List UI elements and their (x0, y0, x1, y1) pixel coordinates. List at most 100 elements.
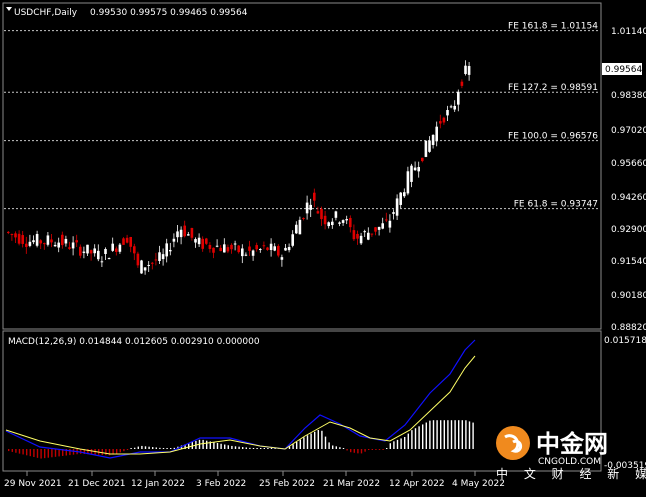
fib-label: FE 61.8 = 0.93747 (514, 200, 598, 210)
date-tick: 25 Feb 2022 (259, 479, 315, 489)
macd-hist-bar (324, 436, 327, 449)
candle-body (25, 243, 28, 247)
candle-body (457, 91, 460, 105)
candle-body (269, 243, 273, 251)
candle-body (277, 245, 280, 256)
candle-body (205, 238, 208, 244)
candle-body (183, 225, 186, 237)
candle-body (187, 234, 190, 236)
candle-body (392, 212, 395, 214)
candle-body (179, 229, 183, 238)
candle-body (421, 157, 424, 162)
candle-body (244, 254, 248, 256)
candle-body (313, 192, 316, 201)
candle-body (75, 240, 78, 243)
macd-hist-bar (83, 449, 85, 454)
logo-swirl-icon (504, 434, 523, 453)
candle-body (125, 237, 129, 243)
macd-hist-bar (245, 447, 247, 449)
macd-hist-bar (425, 422, 427, 449)
macd-hist-bar (321, 430, 323, 449)
macd-hist-bar (227, 445, 229, 449)
macd-hist-bar (130, 448, 132, 449)
macd-hist-bar (216, 442, 219, 449)
macd-hist-bar (263, 448, 265, 449)
candle-body (208, 244, 212, 249)
date-axis: 29 Nov 2021 21 Dec 2021 12 Jan 2022 3 Fe… (4, 471, 505, 489)
candle-body (122, 238, 125, 245)
candle-body (133, 246, 136, 254)
candle-body (86, 244, 89, 254)
date-tick: 21 Dec 2021 (68, 479, 126, 489)
candle-body (118, 244, 122, 252)
macd-hist-bar (40, 449, 42, 459)
macd-hist-bar (173, 447, 175, 449)
candle-body (233, 243, 237, 245)
candle-body (100, 261, 104, 263)
price-axis: 1.01140 0.98380 0.97020 0.95660 0.94260 … (611, 27, 646, 333)
candle-body (248, 246, 251, 251)
candle-body (316, 211, 320, 214)
price-tick: 0.97020 (611, 126, 646, 136)
candle-body (61, 234, 64, 246)
logo-brand-text: 中金网 (536, 430, 608, 458)
macd-hist-bar (396, 439, 399, 449)
candle-body (21, 235, 24, 244)
date-tick: 12 Jan 2022 (131, 479, 185, 489)
macd-hist-bar (357, 449, 359, 454)
macd-hist-bar (432, 420, 435, 449)
macd-hist-bar (126, 449, 129, 451)
fib-label: FE 161.8 = 1.01154 (508, 22, 598, 32)
candle-body (266, 247, 269, 250)
macd-hist-bar (62, 449, 64, 456)
macd-hist-bar (267, 448, 269, 449)
macd-hist-bar (159, 447, 161, 449)
candle-body (449, 106, 453, 108)
macd-hist-bar (400, 438, 402, 449)
candle-body (298, 219, 302, 235)
macd-hist-bar (454, 420, 456, 449)
symbol-menu-icon[interactable] (6, 7, 12, 11)
candle-body (79, 246, 82, 256)
date-tick: 4 May 2022 (452, 479, 505, 489)
cngold-logo: 中金网 CNGOLD.COM 中 文 财 经 新 媒 体 (496, 426, 646, 481)
price-tick: 0.91540 (611, 257, 646, 267)
macd-hist-bar (155, 447, 157, 449)
candle-body (165, 243, 168, 257)
current-price-tag: 0.99564 (602, 63, 642, 75)
macd-hist-bar (443, 420, 445, 449)
candle-body (424, 140, 428, 157)
macd-hist-bar (465, 420, 467, 449)
candle-body (104, 248, 107, 255)
candle-body (352, 230, 356, 240)
macd-hist-bar (447, 420, 449, 449)
macd-hist-bar (393, 441, 395, 449)
candle-body (338, 222, 341, 224)
candle-body (35, 233, 39, 246)
candle-body (215, 245, 219, 247)
candle-body (385, 219, 388, 221)
candle-body (176, 231, 179, 238)
candle-body (370, 233, 374, 235)
macd-hist-bar (371, 449, 373, 450)
macd-hist-bar (90, 449, 93, 455)
macd-hist-bar (65, 449, 67, 456)
candle-body (50, 239, 53, 243)
fibonacci-levels[interactable]: FE 161.8 = 1.01154 FE 127.2 = 0.98591 FE 1… (4, 22, 600, 210)
candle-body (241, 248, 244, 257)
macd-hist-bar (119, 449, 121, 453)
candle-body (349, 217, 352, 228)
macd-hist-bar (44, 449, 46, 459)
candle-body (71, 242, 75, 249)
macd-hist-bar (26, 449, 28, 456)
candle-body (28, 241, 32, 246)
macd-hist-bar (303, 437, 305, 449)
candle-body (305, 202, 309, 214)
candle-body (460, 81, 464, 86)
macd-hist-bar (256, 448, 258, 449)
macd-hist-bar (58, 449, 60, 457)
macd-hist-bar (8, 449, 10, 452)
candle-body (439, 121, 442, 124)
